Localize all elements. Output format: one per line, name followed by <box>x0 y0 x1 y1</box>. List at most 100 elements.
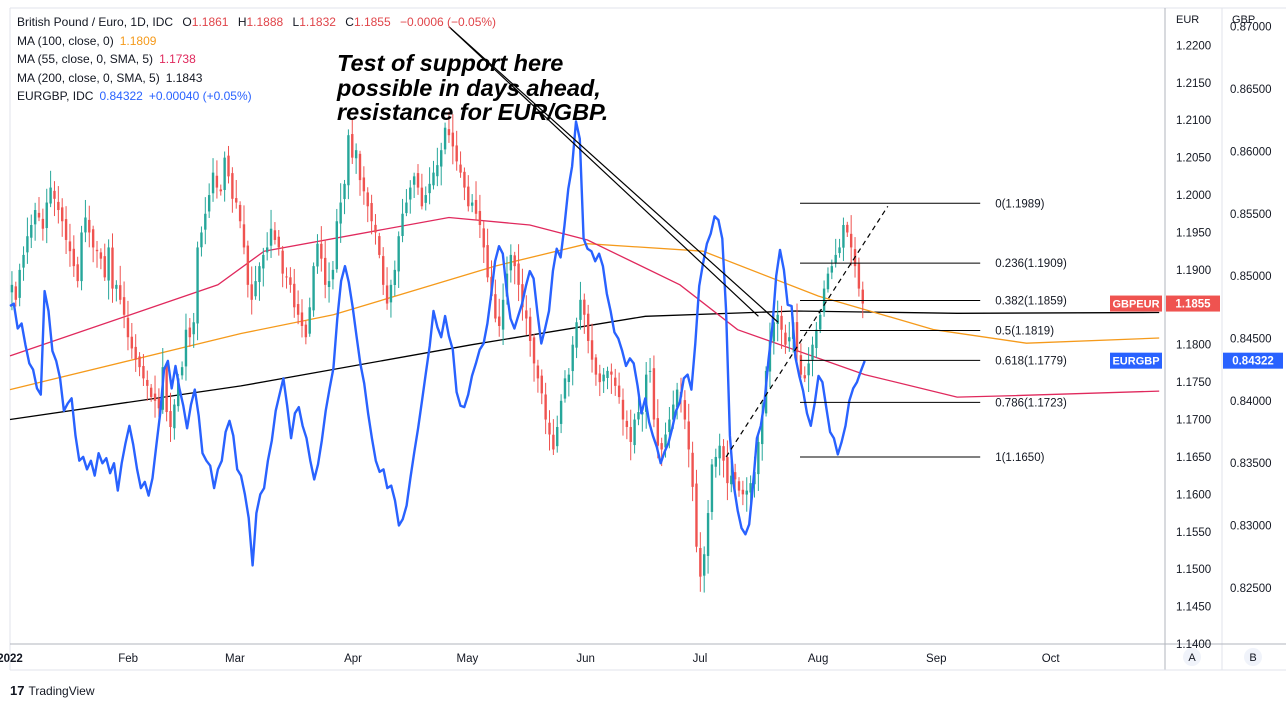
candle-body <box>799 355 803 375</box>
gbp-tick-label: 0.83500 <box>1230 458 1272 470</box>
candle-body <box>567 374 571 383</box>
candle-body <box>223 157 226 190</box>
candle-body <box>811 344 814 360</box>
fib-level-label: 0(1.1989) <box>995 198 1044 210</box>
candle-body <box>323 257 327 285</box>
auto-scale-button-label[interactable]: A <box>1188 652 1196 664</box>
candle-body <box>26 236 29 253</box>
legend-ma55-label: MA (55, close, 0, SMA, 5) <box>17 52 154 66</box>
candle-body <box>536 365 540 379</box>
legend-ma100-value: 1.1809 <box>119 33 157 48</box>
candle-body <box>428 183 431 194</box>
log-scale-button[interactable] <box>1244 648 1262 666</box>
candle-body <box>405 202 408 214</box>
candle-body <box>412 176 416 185</box>
ma100-line <box>9 243 1160 391</box>
candle-body <box>668 419 671 433</box>
candle-body <box>219 189 222 192</box>
candle-body <box>165 365 168 413</box>
candle-body <box>513 255 516 267</box>
candle-body <box>521 284 524 308</box>
candle-body <box>339 202 342 224</box>
candle-body <box>378 236 381 255</box>
legend-ma55: MA (55, close, 0, SMA, 5) 1.1738 <box>17 50 496 69</box>
candle-body <box>749 483 752 493</box>
candle-body <box>695 483 698 547</box>
candle-body <box>177 378 180 407</box>
candle-body <box>803 375 806 379</box>
time-tick-label: Oct <box>1042 653 1061 665</box>
eur-tick-label: 1.1500 <box>1176 564 1211 576</box>
candle-body <box>22 254 25 268</box>
candle-body <box>691 452 694 487</box>
time-tick-label: Aug <box>808 653 828 665</box>
candle-body <box>583 299 586 315</box>
candle-body <box>61 207 64 222</box>
candle-body <box>146 379 149 386</box>
candle-body <box>478 211 482 225</box>
candle-body <box>644 374 648 412</box>
time-tick-label: May <box>457 653 479 665</box>
gbpeur-candles <box>10 111 864 593</box>
candle-body <box>300 312 304 326</box>
eur-tick-label: 1.1900 <box>1176 265 1211 277</box>
candle-body <box>246 245 250 285</box>
price-badge-symbol: GBPEUR <box>1112 299 1159 311</box>
candle-body <box>795 322 799 353</box>
eur-tick-label: 1.2100 <box>1176 115 1211 127</box>
candle-body <box>451 132 455 147</box>
candle-body <box>617 385 621 398</box>
candle-body <box>188 327 192 338</box>
legend-eurgbp-label: EURGBP, IDC <box>17 89 94 103</box>
legend-open: 1.1861 <box>191 15 229 29</box>
eur-tick-label: 1.1400 <box>1176 639 1211 651</box>
candle-body <box>548 422 551 435</box>
candle-body <box>687 421 690 450</box>
candle-body <box>772 322 776 342</box>
candle-body <box>563 378 567 399</box>
tradingview-brand[interactable]: 17 TradingView <box>10 683 95 698</box>
candle-body <box>528 316 532 341</box>
candle-body <box>122 297 126 315</box>
candle-body <box>192 322 195 335</box>
eur-tick-label: 1.1550 <box>1176 527 1211 539</box>
gbp-tick-label: 0.86500 <box>1230 84 1272 96</box>
candle-body <box>99 252 103 259</box>
time-tick-label: Sep <box>926 653 946 665</box>
candle-body <box>389 284 393 303</box>
log-scale-button-label[interactable]: B <box>1249 652 1256 664</box>
candle-body <box>614 377 617 386</box>
fib-level-label: 0.382(1.1859) <box>995 296 1067 308</box>
candle-body <box>49 187 52 204</box>
auto-scale-button[interactable] <box>1183 648 1201 666</box>
candle-body <box>420 187 424 207</box>
legend-close: 1.1855 <box>353 15 391 29</box>
candle-body <box>227 155 230 177</box>
candle-body <box>53 190 56 199</box>
gbp-tick-label: 0.85500 <box>1230 209 1272 221</box>
legend-o-label: O <box>182 15 192 29</box>
candle-body <box>838 247 841 254</box>
candle-body <box>830 266 834 273</box>
candle-body <box>72 248 76 267</box>
support-trendline-dashed <box>725 205 889 458</box>
candle-body <box>594 357 598 375</box>
candle-body <box>10 284 14 293</box>
candle-body <box>88 219 91 233</box>
candle-body <box>741 489 745 495</box>
candle-body <box>737 481 741 491</box>
candle-body <box>285 276 288 278</box>
time-tick-label: Jun <box>576 653 595 665</box>
eur-tick-label: 1.2150 <box>1176 78 1211 90</box>
candle-body <box>393 269 397 286</box>
tradingview-logo-icon: 17 <box>10 683 25 698</box>
candle-body <box>91 229 95 248</box>
candle-body <box>45 202 48 229</box>
candle-body <box>331 269 335 280</box>
candle-body <box>95 249 99 252</box>
candle-body <box>254 281 257 297</box>
fib-level-label: 0.786(1.1723) <box>995 397 1067 409</box>
candle-body <box>200 232 203 248</box>
candle-body <box>455 145 458 162</box>
